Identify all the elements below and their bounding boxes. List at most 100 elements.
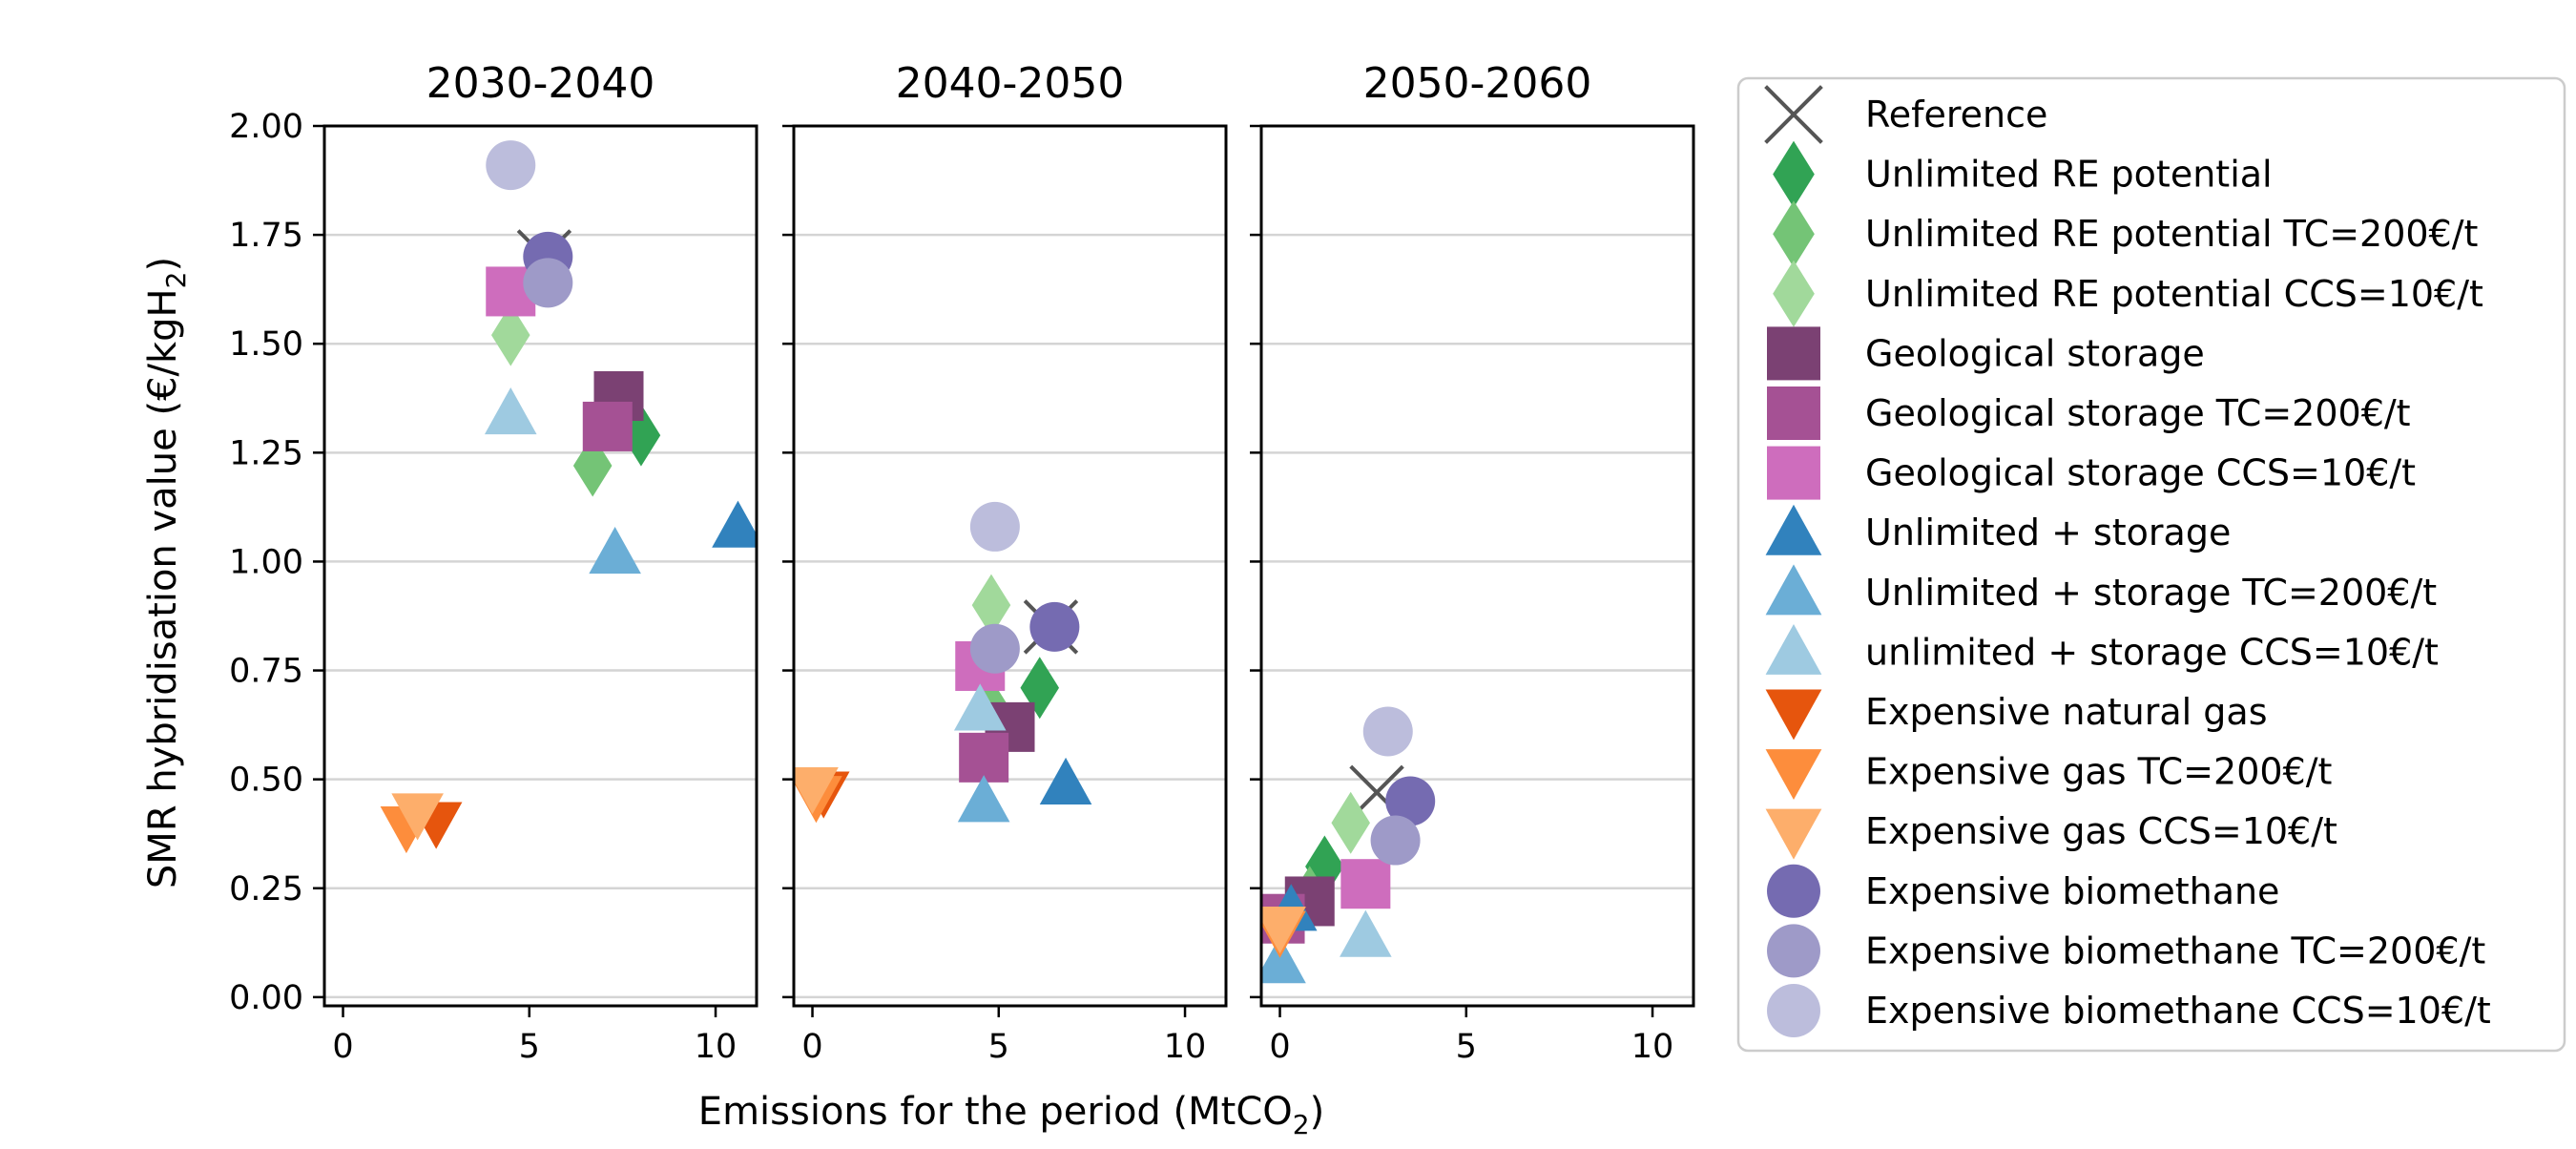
markers-layer [1261,706,1436,984]
data-point [1261,907,1306,954]
y-tick-label: 0.50 [229,762,303,800]
legend-label: Reference [1865,94,2047,136]
legend-marker [1765,564,1822,616]
legend-label: Geological storage [1865,332,2205,374]
x-tick-label: 10 [1631,1028,1674,1066]
legend-label: Expensive biomethane TC=200€/t [1865,930,2485,971]
x-tick-label: 5 [519,1028,540,1066]
x-axis-label: Emissions for the period (MtCO2) [698,1090,1324,1140]
x-tick-label: 0 [332,1028,353,1066]
panel-frame [322,124,758,1008]
legend-marker [1765,689,1822,741]
data-point [1340,859,1391,909]
legend-marker [1767,386,1820,440]
legend-label: Unlimited + storage TC=200€/t [1865,572,2437,614]
data-point [1370,815,1421,866]
legend-marker [1767,326,1820,381]
panel-frame [1259,124,1695,1008]
markers-layer [794,501,1092,824]
data-point [582,401,633,451]
data-point [484,386,537,435]
panel-title: 2050-2060 [1363,59,1592,108]
legend-item: Unlimited RE potential TC=200€/t [1773,200,2478,268]
y-tick-label: 0.75 [229,653,303,691]
data-point [486,140,536,191]
legend-item: Unlimited + storage TC=200€/t [1765,564,2437,616]
x-tick-label: 10 [695,1028,737,1066]
legend-frame [1736,76,2566,1053]
markers-layer [380,140,757,854]
legend-item: Geological storage [1767,326,2205,381]
data-point [391,793,444,841]
data-point [712,500,757,548]
legend-label: Unlimited + storage [1865,512,2231,554]
legend-label: Geological storage CCS=10€/t [1865,452,2416,494]
legend-label: Expensive natural gas [1865,691,2268,733]
data-point [959,732,1009,783]
legend-label: Expensive biomethane CCS=10€/t [1865,990,2491,1032]
y-tick-label: 1.00 [229,543,303,581]
legend-label: Expensive biomethane [1865,870,2279,912]
legend-marker [1765,808,1822,860]
legend-item: Reference [1764,85,2047,144]
panels-layer: 0 5 10 0.00 0.25 0.50 0.75 1.00 1.25 1.50 1.75 2.00… [229,59,1695,1066]
data-point [523,258,573,308]
legend-label: Expensive gas TC=200€/t [1865,751,2332,793]
data-point [794,766,839,815]
data-point [1385,776,1436,826]
panel-2040-2050: 0 5 10 2040-2050 [782,59,1228,1066]
legend-marker [1773,260,1815,327]
data-point [1261,936,1306,984]
legend-marker [1765,504,1822,555]
panel-frame [792,124,1228,1008]
data-point [1362,706,1413,757]
data-point [1331,791,1371,854]
legend-item: Unlimited + storage [1765,504,2231,555]
y-tick-label: 1.75 [229,217,303,255]
data-point [969,501,1020,552]
panel-2030-2040: 0 5 10 0.00 0.25 0.50 0.75 1.00 1.25 1.50 1.75 2.00… [229,59,758,1066]
data-point [971,574,1011,637]
legend-item: unlimited + storage CCS=10€/t [1765,624,2439,675]
data-point [1039,757,1092,805]
legend-marker [1767,924,1820,978]
data-point [1340,909,1392,957]
legend-item: Geological storage TC=200€/t [1767,386,2411,440]
legend-label: Expensive gas CCS=10€/t [1865,810,2337,852]
data-point [1029,601,1080,652]
data-point [953,683,1007,731]
x-tick-label: 5 [1456,1028,1477,1066]
legend-marker [1764,85,1823,144]
legend-marker [1765,624,1822,675]
y-tick-label: 0.25 [229,870,303,909]
legend-marker [1773,200,1815,268]
legend-item: Expensive biomethane TC=200€/t [1767,924,2485,978]
legend-item: Expensive gas CCS=10€/t [1765,808,2337,860]
legend-label: Unlimited RE potential CCS=10€/t [1865,273,2483,315]
x-tick-label: 0 [1269,1028,1290,1066]
y-axis-label: SMR hybridisation value (€/kgH2) [141,257,192,888]
y-tick-label: 1.50 [229,325,303,364]
legend-label: Geological storage TC=200€/t [1865,392,2411,434]
legend-label: Unlimited RE potential [1865,154,2273,196]
data-point [969,623,1020,674]
panel-2050-2060: 0 5 10 2050-2060 [1250,59,1695,1066]
legend-label: Unlimited RE potential TC=200€/t [1865,213,2478,255]
x-tick-label: 0 [801,1028,822,1066]
legend-label: unlimited + storage CCS=10€/t [1865,631,2439,673]
x-tick-label: 5 [988,1028,1009,1066]
y-tick-label: 2.00 [229,108,303,146]
legend-item: Expensive gas TC=200€/t [1765,749,2332,800]
legend-marker [1767,984,1820,1037]
legend-item: Unlimited RE potential CCS=10€/t [1773,260,2483,327]
data-point [589,527,641,574]
legend-marker [1773,140,1815,208]
labels-layer: SMR hybridisation value (€/kgH2) Emissio… [141,257,1324,1140]
data-point [490,303,530,366]
y-tick-label: 0.00 [229,979,303,1017]
panel-title: 2040-2050 [896,59,1125,108]
panel-title: 2030-2040 [426,59,655,108]
legend-marker [1765,749,1822,800]
